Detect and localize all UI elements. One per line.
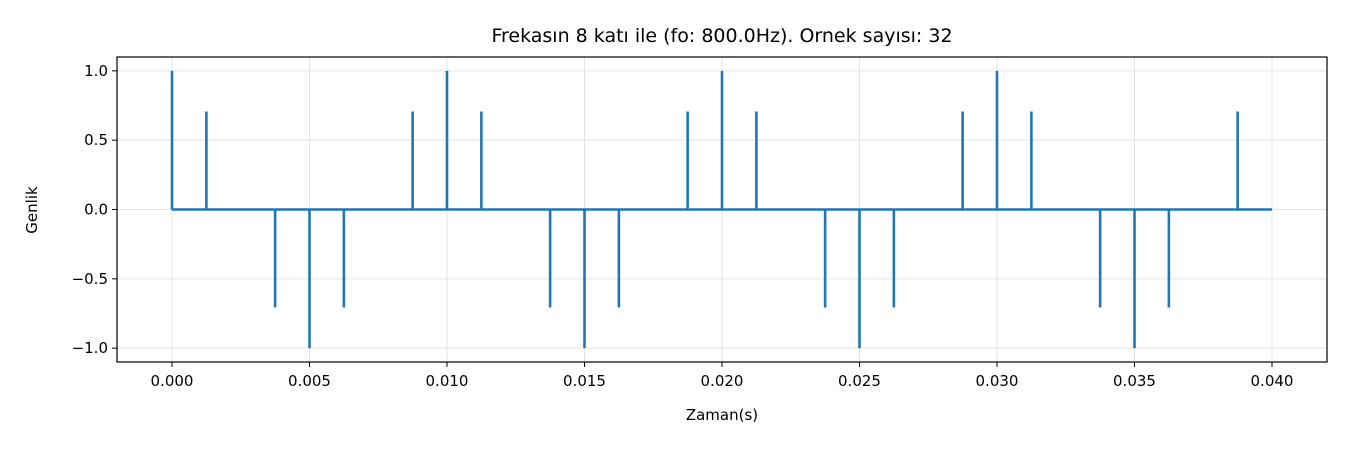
y-tick-label: −0.5	[72, 270, 108, 288]
y-tick-label: −1.0	[72, 339, 108, 357]
x-tick-label: 0.005	[288, 372, 331, 390]
x-tick-label: 0.010	[426, 372, 469, 390]
y-tick-label: 0.5	[84, 131, 108, 149]
y-axis-ticks: 1.0 0.5 0.0 −0.5 −1.0	[72, 62, 117, 357]
x-tick-label: 0.035	[1113, 372, 1156, 390]
x-tick-label: 0.030	[976, 372, 1019, 390]
x-axis-label: Zaman(s)	[686, 406, 758, 424]
x-tick-label: 0.040	[1251, 372, 1294, 390]
y-axis-label: Genlik	[23, 186, 41, 234]
x-tick-label: 0.025	[838, 372, 881, 390]
y-tick-label: 1.0	[84, 62, 108, 80]
x-tick-label: 0.015	[563, 372, 606, 390]
data-marks	[170, 70, 1272, 349]
x-tick-label: 0.020	[701, 372, 744, 390]
y-tick-label: 0.0	[84, 201, 108, 219]
chart-title: Frekasın 8 katı ile (fo: 800.0Hz). Ornek…	[491, 25, 952, 47]
x-axis-ticks: 0.000 0.005 0.010 0.015 0.020 0.025 0.030 0.035…	[151, 362, 1294, 390]
x-tick-label: 0.000	[151, 372, 194, 390]
